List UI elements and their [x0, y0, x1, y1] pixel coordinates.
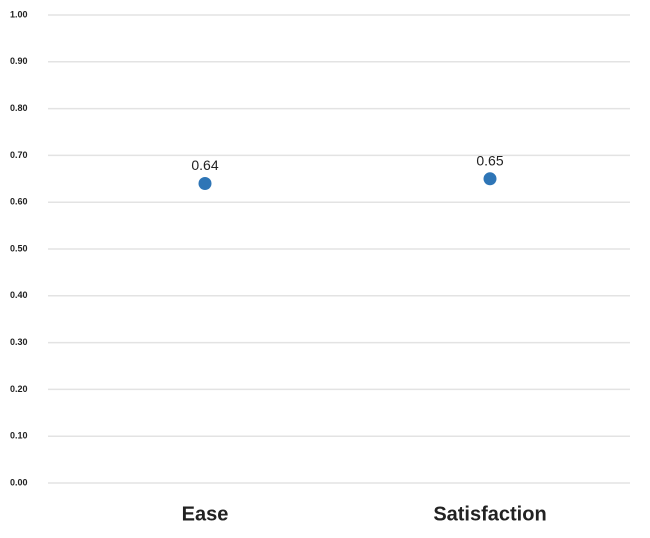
y-tick-label: 0.60 [10, 197, 28, 207]
value-label: 0.65 [476, 153, 503, 169]
y-tick-label: 0.30 [10, 337, 28, 347]
dot [483, 172, 497, 186]
dot [198, 176, 212, 190]
y-tick-label: 0.40 [10, 290, 28, 300]
y-tick-label: 0.20 [10, 384, 28, 394]
y-tick-label: 0.90 [10, 56, 28, 66]
y-tick-label: 0.50 [10, 243, 28, 253]
y-tick-label: 0.70 [10, 150, 28, 160]
y-tick-label: 0.80 [10, 103, 28, 113]
y-tick-label: 1.00 [10, 9, 28, 19]
x-tick-label: Ease [182, 503, 229, 525]
value-label: 0.64 [191, 157, 218, 173]
y-tick-label: 0.00 [10, 477, 28, 487]
x-tick-label: Satisfaction [433, 503, 546, 525]
y-tick-label: 0.10 [10, 431, 28, 441]
